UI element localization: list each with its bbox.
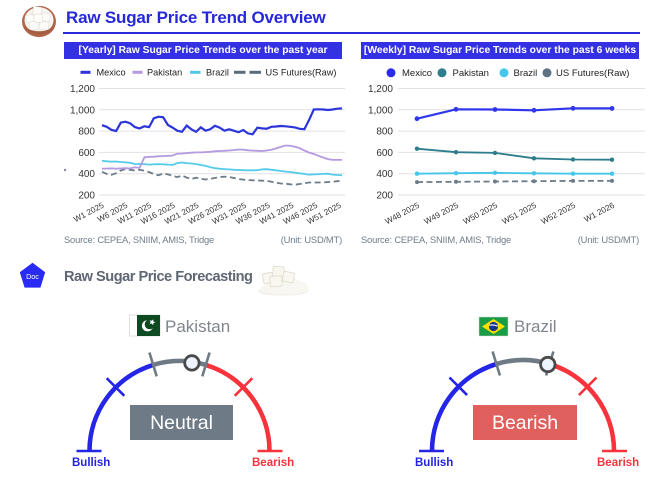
svg-text:1,200: 1,200 — [368, 84, 393, 95]
svg-text:1,000: 1,000 — [368, 105, 393, 116]
svg-text:200: 200 — [78, 191, 95, 202]
svg-text:1,200: 1,200 — [70, 84, 95, 95]
svg-text:1,000: 1,000 — [70, 105, 95, 116]
svg-text:400: 400 — [376, 169, 393, 180]
svg-text:Bullish: Bullish — [415, 457, 453, 469]
svg-text:800: 800 — [376, 127, 393, 138]
svg-text:W1 2026: W1 2026 — [583, 201, 617, 225]
svg-text:200: 200 — [376, 191, 393, 202]
svg-text:Doc: Doc — [26, 272, 39, 281]
svg-text:Brazil: Brazil — [514, 68, 538, 79]
svg-text:W52 2025: W52 2025 — [540, 201, 578, 227]
svg-text:600: 600 — [78, 148, 95, 159]
svg-text:Bearish: Bearish — [492, 412, 558, 434]
svg-text:Bearish: Bearish — [597, 457, 639, 469]
svg-text:Pakistan: Pakistan — [165, 317, 230, 336]
svg-text:W50 2025: W50 2025 — [462, 201, 500, 227]
svg-text:400: 400 — [78, 169, 95, 180]
svg-text:W51 2025: W51 2025 — [501, 201, 539, 227]
svg-text:Bullish: Bullish — [72, 457, 110, 469]
svg-text:Brazil: Brazil — [514, 317, 557, 336]
svg-text:Neutral: Neutral — [150, 412, 213, 434]
svg-text:Pakistan: Pakistan — [453, 68, 489, 79]
svg-text:Pakistan: Pakistan — [147, 67, 182, 77]
svg-text:800: 800 — [78, 127, 95, 138]
svg-text:W49 2025: W49 2025 — [423, 201, 461, 227]
svg-text:600: 600 — [376, 148, 393, 159]
svg-text:W48 2025: W48 2025 — [384, 201, 422, 227]
svg-text:Bearish: Bearish — [252, 457, 294, 469]
svg-text:US Futures(Raw): US Futures(Raw) — [266, 67, 337, 77]
svg-text:US Futures(Raw): US Futures(Raw) — [556, 68, 629, 79]
svg-text:Mexico: Mexico — [402, 68, 432, 79]
svg-text:Mexico: Mexico — [97, 67, 126, 77]
svg-text:Brazil: Brazil — [206, 67, 229, 77]
